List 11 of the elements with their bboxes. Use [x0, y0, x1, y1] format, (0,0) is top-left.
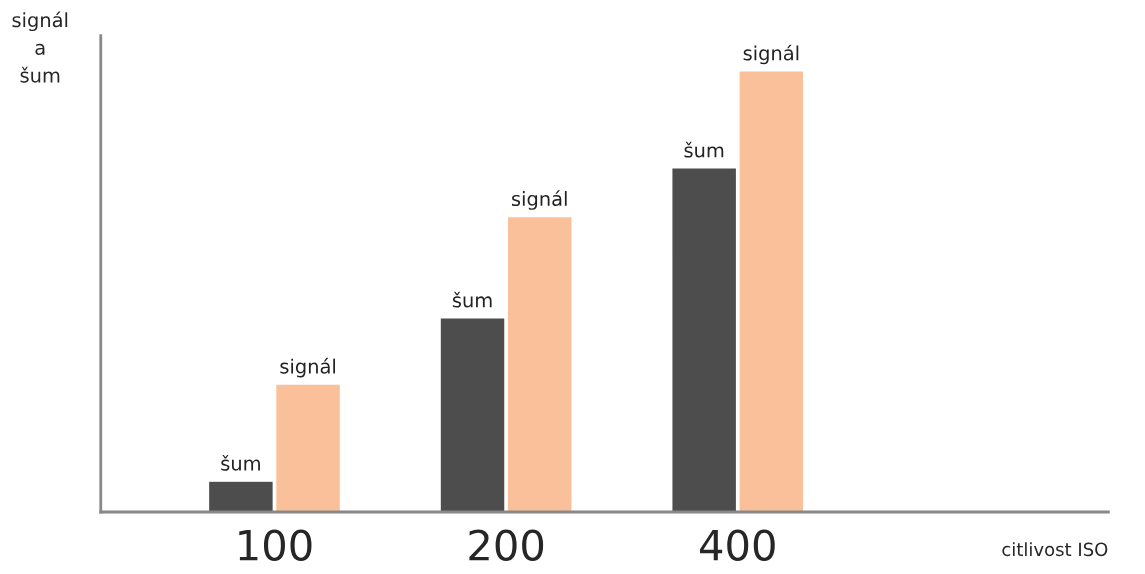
text: signál — [280, 357, 336, 378]
y-axis-title: signál a šum — [12, 11, 68, 83]
x-tick-label: 100 — [239, 529, 312, 561]
text: citlivost ISO — [1002, 542, 1108, 557]
series-label: šum — [452, 291, 492, 308]
text: šum — [221, 454, 260, 471]
text: signál — [743, 44, 799, 65]
x-tick-label: 200 — [469, 529, 544, 561]
text: šum — [684, 141, 724, 158]
x-tick-label: 400 — [700, 529, 775, 561]
series-label: signál — [512, 190, 567, 210]
